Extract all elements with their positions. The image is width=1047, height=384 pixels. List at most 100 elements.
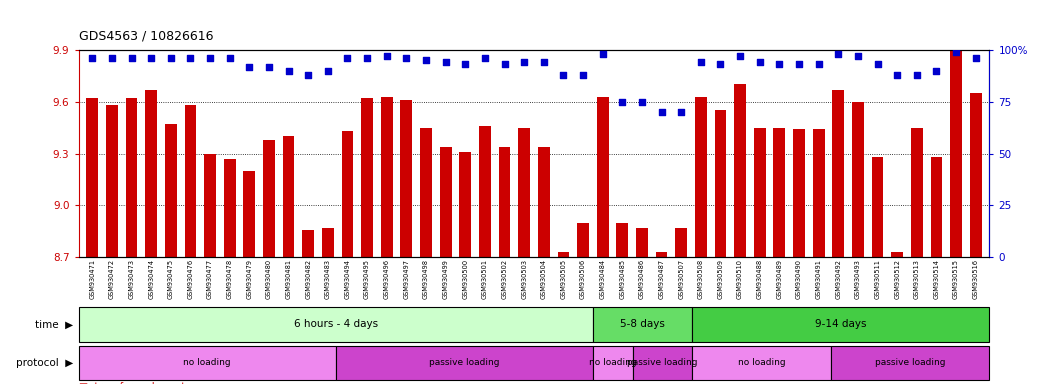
Point <box>575 72 592 78</box>
Bar <box>79 346 336 380</box>
Bar <box>594 346 633 380</box>
Bar <box>714 110 727 257</box>
Bar <box>852 102 864 257</box>
Point <box>142 55 159 61</box>
Point <box>928 68 944 74</box>
Bar <box>812 129 824 257</box>
Point <box>162 55 179 61</box>
Point <box>241 63 258 70</box>
Bar <box>303 230 314 257</box>
Text: 9-14 days: 9-14 days <box>816 319 867 329</box>
Bar <box>224 159 236 257</box>
Text: GDS4563 / 10826616: GDS4563 / 10826616 <box>79 29 213 42</box>
Bar <box>79 307 594 342</box>
Point <box>673 109 690 115</box>
Text: time  ▶: time ▶ <box>36 319 73 329</box>
Bar <box>341 131 353 257</box>
Point <box>398 55 415 61</box>
Bar <box>321 228 334 257</box>
Point <box>653 109 670 115</box>
Point <box>84 55 101 61</box>
Bar <box>754 127 765 257</box>
Text: passive loading: passive loading <box>875 358 945 367</box>
Point <box>281 68 297 74</box>
Bar <box>950 45 962 257</box>
Bar <box>577 223 588 257</box>
Text: protocol  ▶: protocol ▶ <box>16 358 73 368</box>
Bar <box>597 96 608 257</box>
Bar <box>675 228 687 257</box>
Bar <box>832 89 844 257</box>
Bar <box>283 136 294 257</box>
Text: no loading: no loading <box>738 358 785 367</box>
Bar <box>692 346 831 380</box>
Bar <box>911 127 922 257</box>
Point <box>438 59 454 65</box>
Bar <box>361 98 373 257</box>
Bar <box>633 346 692 380</box>
Bar <box>931 157 942 257</box>
Point <box>476 55 493 61</box>
Bar <box>126 98 137 257</box>
Point <box>948 49 964 55</box>
Bar <box>440 147 451 257</box>
Point <box>182 55 199 61</box>
Bar <box>184 105 196 257</box>
Point <box>771 61 787 68</box>
Bar <box>655 252 668 257</box>
Point <box>319 68 336 74</box>
Bar <box>420 127 431 257</box>
Point <box>692 59 709 65</box>
Point <box>790 61 807 68</box>
Text: 6 hours - 4 days: 6 hours - 4 days <box>294 319 378 329</box>
Bar <box>460 152 471 257</box>
Text: passive loading: passive loading <box>627 358 698 367</box>
Point <box>909 72 926 78</box>
Bar <box>831 346 989 380</box>
Text: passive loading: passive loading <box>429 358 499 367</box>
Bar <box>970 93 981 257</box>
Point <box>496 61 513 68</box>
Bar <box>538 147 550 257</box>
Point <box>359 55 376 61</box>
Point <box>261 63 277 70</box>
Point <box>712 61 729 68</box>
Point <box>516 59 533 65</box>
Point <box>555 72 572 78</box>
Bar <box>263 140 274 257</box>
Point <box>378 53 395 59</box>
Point <box>752 59 768 65</box>
Point <box>456 61 473 68</box>
Point <box>810 61 827 68</box>
Text: 5-8 days: 5-8 days <box>621 319 665 329</box>
Bar <box>692 307 989 342</box>
Bar <box>478 126 491 257</box>
Point <box>614 99 630 105</box>
Bar <box>336 346 594 380</box>
Bar <box>637 228 648 257</box>
Text: ■  transformed count: ■ transformed count <box>79 382 184 384</box>
Point <box>633 99 650 105</box>
Bar <box>734 84 745 257</box>
Point <box>732 53 749 59</box>
Point <box>299 72 316 78</box>
Bar <box>400 100 413 257</box>
Point <box>221 55 238 61</box>
Text: no loading: no loading <box>183 358 231 367</box>
Bar <box>695 96 707 257</box>
Bar <box>381 96 393 257</box>
Point <box>339 55 356 61</box>
Point <box>849 53 866 59</box>
Text: no loading: no loading <box>589 358 637 367</box>
Bar <box>106 105 117 257</box>
Point <box>869 61 886 68</box>
Point <box>830 51 847 57</box>
Bar <box>617 223 628 257</box>
Point <box>104 55 120 61</box>
Bar <box>891 252 903 257</box>
Bar <box>594 307 692 342</box>
Point <box>595 51 611 57</box>
Bar <box>498 147 510 257</box>
Bar <box>518 127 530 257</box>
Bar <box>243 171 255 257</box>
